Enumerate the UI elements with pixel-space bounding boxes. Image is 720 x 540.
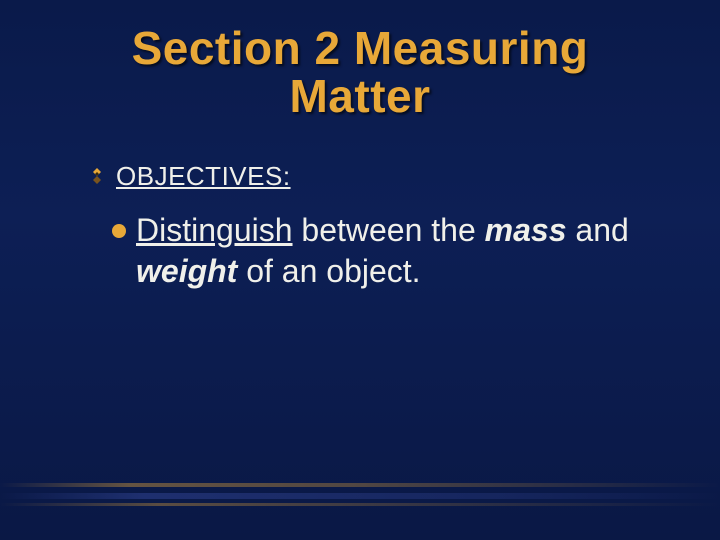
stripe-2	[0, 493, 720, 499]
decorative-stripes	[0, 483, 720, 506]
objective-bold-italic-2: weight	[136, 253, 237, 289]
objective-underline-word: Distinguish	[136, 212, 293, 248]
objective-seg2: and	[567, 212, 629, 248]
objective-seg3: of an object.	[237, 253, 420, 289]
objectives-label: OBJECTIVES:	[116, 161, 291, 192]
slide-title-block: Section 2 Measuring Matter	[0, 0, 720, 133]
objective-text: Distinguish between the mass and weight …	[136, 210, 660, 292]
objective-seg1: between the	[293, 212, 485, 248]
round-bullet-icon	[112, 224, 126, 238]
objectives-heading-row: OBJECTIVES:	[88, 161, 660, 192]
slide-title-line-2: Matter	[0, 72, 720, 120]
objective-bold-italic-1: mass	[485, 212, 567, 248]
diamond-bullet-icon	[88, 167, 106, 185]
slide-title-line-1: Section 2 Measuring	[0, 24, 720, 72]
stripe-3	[0, 503, 720, 506]
objective-item: Distinguish between the mass and weight …	[88, 210, 660, 292]
stripe-1	[0, 483, 720, 487]
slide-content: OBJECTIVES: Distinguish between the mass…	[0, 133, 720, 292]
